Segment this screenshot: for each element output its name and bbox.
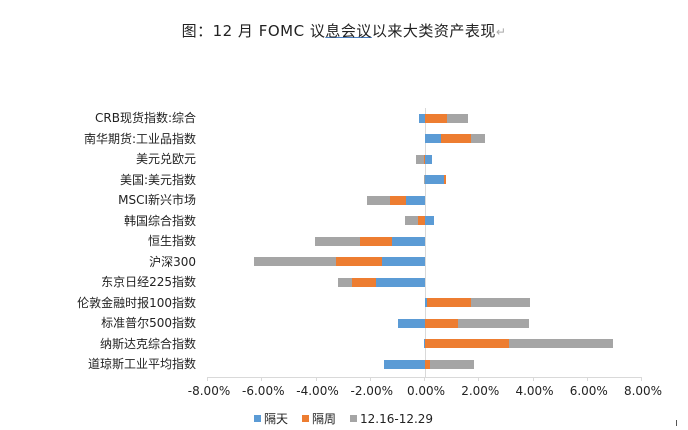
bar-segment — [384, 359, 425, 369]
bar-segment — [397, 318, 425, 328]
x-tick — [261, 377, 263, 381]
category-label: 标准普尔500指数 — [101, 316, 196, 330]
legend-label: 12.16-12.29 — [360, 411, 434, 426]
x-tick — [586, 377, 588, 381]
category-label: CRB现货指数:综合 — [95, 111, 196, 125]
bar-segment — [425, 359, 431, 369]
category-label: 美元兑欧元 — [135, 152, 196, 166]
bar-segment — [351, 277, 377, 287]
chart-title: 图：12 月 FOMC 议息会议以来大类资产表现↵ — [0, 20, 688, 41]
x-tick — [207, 377, 208, 381]
legend-item: 隔天 — [254, 410, 288, 427]
category-label: 美国:美元指数 — [119, 172, 196, 187]
legend-label: 隔周 — [312, 412, 337, 426]
bar-segment — [418, 216, 425, 225]
bar-segment — [446, 113, 469, 123]
bar-segment — [471, 134, 485, 143]
bar-segment — [470, 298, 531, 307]
x-tick — [424, 377, 425, 381]
bar-segment — [315, 236, 360, 246]
x-tick-label: 6.00% — [569, 384, 608, 398]
x-tick-label: 2.00% — [461, 384, 500, 398]
legend-item: 12.16-12.29 — [350, 412, 433, 426]
category-label: 东京日经225指数 — [101, 275, 196, 289]
legend-label: 隔天 — [264, 412, 289, 426]
bar-segment — [335, 257, 382, 266]
bar-segment — [425, 339, 509, 348]
bar-segment — [359, 236, 393, 246]
corner-mark — [676, 420, 677, 426]
x-tick-label: -8.00% — [187, 384, 231, 398]
x-tick — [532, 377, 534, 381]
bar-segment — [425, 113, 447, 123]
bar-segment — [425, 216, 435, 225]
title-underlined: 息会议 — [325, 22, 372, 40]
bar-segment — [415, 154, 424, 164]
category-label: 韩国综合指数 — [123, 213, 196, 228]
category-label: 沪深300 — [149, 254, 196, 269]
category-label: 纳斯达克综合指数 — [99, 336, 196, 351]
bar-segment — [457, 318, 530, 328]
x-tick-label: 8.00% — [623, 384, 663, 398]
legend: 隔天 隔周 12.16-12.29 — [254, 410, 433, 427]
bar-segment — [406, 195, 425, 205]
x-tick — [315, 377, 317, 381]
category-label: 南华期货:工业品指数 — [83, 131, 196, 146]
x-tick — [478, 377, 480, 381]
category-label: 道琼斯工业平均指数 — [87, 357, 196, 371]
bar-segment — [425, 298, 428, 307]
x-tick — [641, 377, 642, 381]
bar-segment — [338, 277, 352, 287]
bar-segment — [389, 195, 407, 205]
x-tick-label: -6.00% — [242, 384, 285, 398]
legend-item: 隔周 — [302, 410, 336, 427]
bar-segment — [376, 277, 425, 287]
zero-line — [425, 108, 426, 378]
bar-segment — [423, 154, 425, 164]
bar-segment — [509, 339, 614, 348]
bar-segment — [381, 257, 425, 266]
x-tick — [369, 377, 371, 381]
x-tick-label: -2.00% — [350, 384, 393, 398]
bar-segment — [430, 359, 474, 369]
bar-segment — [425, 134, 442, 143]
title-suffix: 以来大类资产表现 — [371, 22, 496, 40]
category-label: 恒生指数 — [147, 234, 196, 248]
bar-segment — [423, 339, 425, 348]
bar-segment — [366, 195, 390, 205]
x-tick-label: 4.00% — [515, 384, 554, 398]
legend-swatch-icon — [254, 415, 261, 422]
bar-segment — [425, 154, 432, 164]
bar-segment — [425, 175, 444, 184]
bar-segment — [423, 175, 425, 184]
bar-segment — [392, 236, 425, 246]
bar-segment — [419, 113, 425, 123]
x-tick-label: 0.00% — [406, 384, 446, 398]
legend-swatch-icon — [350, 415, 358, 422]
category-label: 伦敦金融时报100指数 — [77, 295, 196, 310]
category-label: MSCI新兴市场 — [118, 193, 196, 207]
title-prefix: 图：12 月 FOMC 议 — [181, 22, 326, 40]
bar-segment — [441, 134, 472, 143]
bar-segment — [427, 298, 471, 307]
bar-segment — [404, 216, 419, 225]
x-tick-label: -4.00% — [296, 384, 339, 398]
bar-segment — [443, 175, 447, 184]
legend-swatch-icon — [302, 415, 310, 422]
bar-segment — [254, 257, 336, 266]
bar-segment — [425, 318, 458, 328]
return-mark-icon: ↵ — [495, 25, 507, 39]
